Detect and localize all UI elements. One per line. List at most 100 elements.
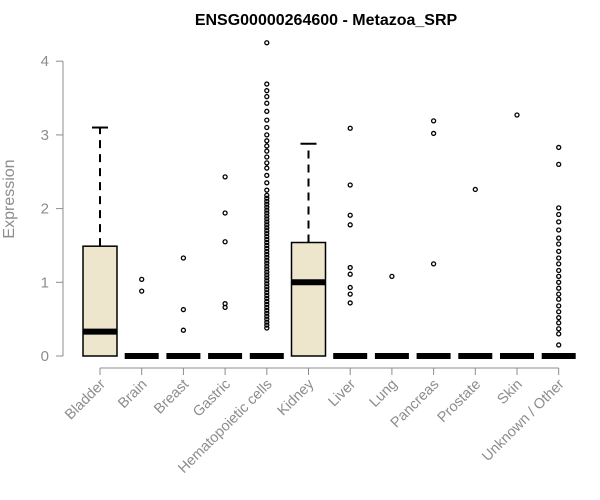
outlier-point — [264, 148, 270, 154]
outlier-point — [264, 269, 270, 275]
outlier-point — [264, 117, 270, 123]
outlier-point — [347, 264, 353, 271]
outlier-point — [264, 187, 270, 193]
outlier-point — [264, 93, 270, 100]
outlier-point — [264, 219, 270, 225]
outlier-point — [472, 186, 478, 193]
outlier-point — [139, 288, 145, 294]
outlier-point — [264, 310, 270, 316]
outlier-point — [556, 211, 562, 218]
box-8 — [374, 273, 409, 359]
outlier-point — [264, 100, 270, 106]
x-tick-label: Skin — [495, 377, 526, 408]
box-rect — [290, 241, 327, 357]
outlier-point — [430, 261, 437, 267]
outlier-point — [556, 248, 562, 254]
outlier-point — [264, 231, 270, 237]
outlier-point — [264, 236, 270, 243]
x-tick-label: Prostate — [435, 377, 484, 426]
y-tick-label: 4 — [41, 53, 49, 70]
x-tick-label: Breast — [151, 377, 192, 418]
outlier-point — [264, 88, 270, 94]
outlier-point — [264, 132, 270, 138]
outlier-point — [264, 198, 270, 204]
outlier-point — [222, 174, 228, 180]
box-7 — [333, 125, 368, 359]
outlier-point — [264, 248, 270, 254]
outlier-point — [264, 192, 270, 198]
outlier-point — [556, 273, 562, 280]
outlier-point — [556, 285, 562, 291]
y-tick-label: 3 — [41, 127, 49, 144]
box-6 — [290, 142, 327, 357]
x-tick-label: Liver — [325, 376, 359, 410]
outlier-point — [264, 319, 270, 325]
outlier-point — [556, 241, 562, 247]
outlier-point — [222, 239, 228, 245]
box-3 — [166, 255, 201, 359]
outlier-point — [264, 222, 270, 228]
outlier-point — [430, 130, 437, 137]
outlier-point — [264, 266, 270, 272]
outlier-point — [347, 222, 353, 228]
outlier-point — [556, 255, 562, 261]
outlier-point — [264, 307, 270, 313]
outlier-point — [430, 118, 437, 124]
box-1 — [82, 126, 118, 357]
outlier-point — [264, 281, 270, 287]
outlier-point — [556, 144, 562, 151]
outlier-point — [264, 254, 270, 260]
outlier-point — [556, 296, 562, 302]
outlier-point — [264, 245, 270, 252]
outlier-point — [556, 205, 562, 211]
outlier-point — [264, 272, 270, 278]
outlier-point — [264, 195, 270, 201]
outlier-point — [264, 298, 270, 305]
outlier-point — [347, 212, 353, 218]
outlier-point — [264, 260, 270, 266]
outlier-point — [347, 271, 353, 277]
outlier-point — [264, 233, 270, 240]
outlier-point — [264, 40, 270, 46]
outlier-point — [556, 279, 562, 285]
outlier-point — [347, 291, 353, 297]
outlier-point — [264, 216, 270, 222]
outlier-point — [264, 301, 270, 308]
outlier-point — [264, 304, 270, 311]
outlier-point — [556, 315, 562, 321]
outlier-point — [556, 291, 562, 297]
outlier-point — [556, 235, 562, 241]
outlier-point — [264, 313, 270, 319]
outlier-point — [347, 300, 353, 306]
outlier-point — [264, 108, 270, 114]
x-tick-label: Brain — [115, 377, 150, 412]
box-10 — [458, 186, 493, 359]
box-5 — [249, 40, 284, 359]
box-2 — [124, 276, 159, 359]
outlier-point — [180, 327, 187, 333]
outlier-point — [556, 267, 562, 274]
outlier-point — [264, 242, 270, 249]
outlier-point — [264, 287, 270, 293]
outlier-point — [264, 228, 270, 234]
outlier-point — [389, 273, 395, 280]
y-tick-label: 0 — [41, 348, 49, 365]
outlier-point — [264, 124, 270, 131]
outlier-point — [556, 309, 562, 315]
outlier-point — [264, 154, 270, 160]
outlier-point — [347, 284, 353, 291]
outlier-point — [264, 207, 270, 213]
outlier-point — [264, 325, 270, 331]
outlier-point — [222, 301, 228, 307]
outlier-point — [139, 276, 145, 283]
outlier-point — [264, 295, 270, 302]
outlier-point — [264, 239, 270, 246]
outlier-point — [264, 160, 270, 166]
outlier-point — [264, 180, 270, 186]
outlier-point — [264, 257, 270, 263]
outlier-point — [264, 275, 270, 281]
outlier-point — [264, 81, 270, 87]
outlier-point — [222, 210, 228, 216]
